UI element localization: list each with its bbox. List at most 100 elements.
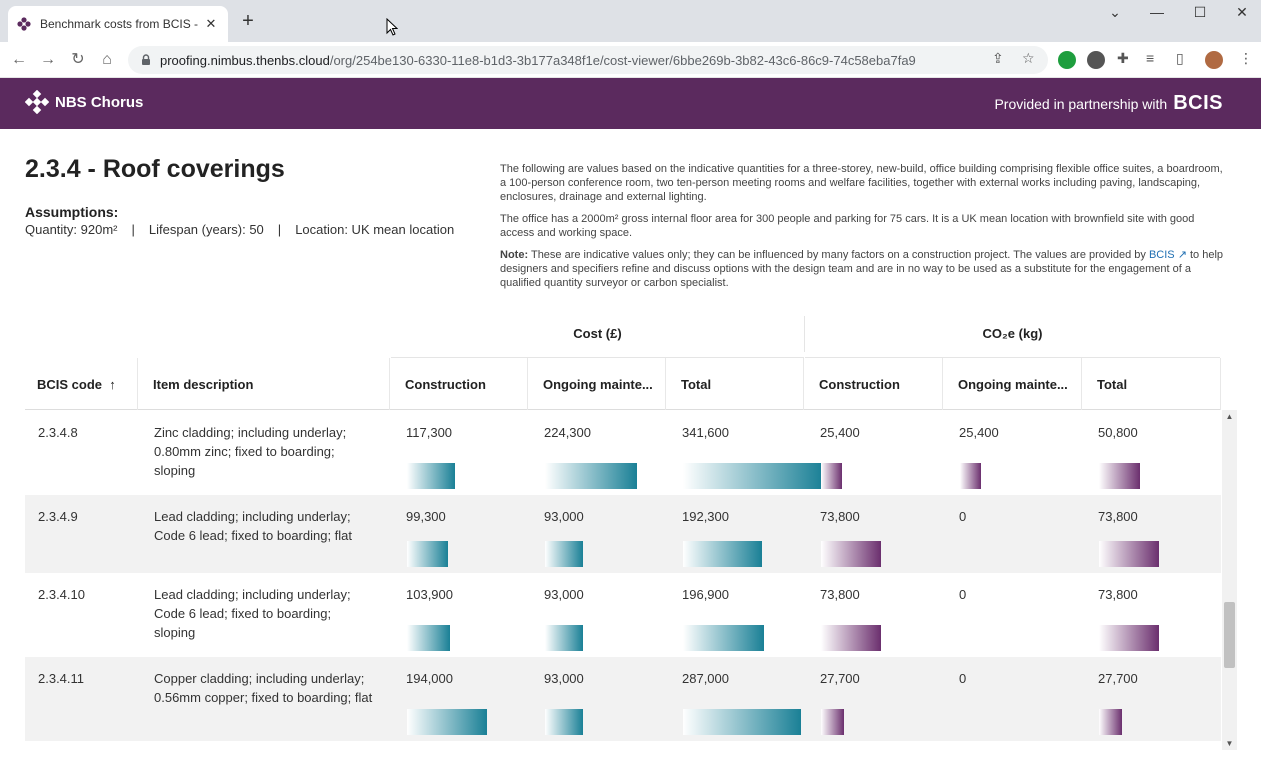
scroll-down-icon[interactable]: ▼: [1225, 739, 1234, 748]
column-header-co2-total[interactable]: Total: [1082, 358, 1221, 410]
table-row[interactable]: 2.3.4.8 Zinc cladding; including underlay…: [25, 411, 1221, 495]
cost-bar: [545, 541, 584, 567]
tab-title: Benchmark costs from BCIS - 2.3: [40, 17, 202, 31]
info-panel: The following are values based on the in…: [500, 162, 1230, 298]
column-header-cost-ongoing[interactable]: Ongoing mainte...: [528, 358, 666, 410]
side-panel-icon[interactable]: ▯: [1176, 50, 1184, 66]
url-path: /org/254be130-6330-11e8-b1d3-3b177a348f1…: [329, 52, 916, 68]
reading-list-icon[interactable]: ≡: [1146, 50, 1155, 66]
extension-gray-icon[interactable]: [1087, 51, 1105, 69]
tab-close-icon[interactable]: ✕: [205, 16, 217, 31]
co2-bar: [1099, 541, 1159, 567]
assumptions-title: Assumptions:: [25, 204, 119, 220]
nbs-logo-icon: [25, 90, 49, 114]
cell-c_tot: 341,600: [682, 425, 729, 440]
cell-c_tot: 192,300: [682, 509, 729, 524]
cell-code: 2.3.4.10: [38, 587, 85, 602]
browser-menu-icon[interactable]: ⋮: [1239, 50, 1253, 66]
cell-code: 2.3.4.8: [38, 425, 78, 440]
cell-c_ong: 93,000: [544, 509, 584, 524]
share-icon[interactable]: ⇪: [992, 50, 1004, 66]
extension-green-icon[interactable]: [1058, 51, 1076, 69]
column-header-bcis-code[interactable]: BCIS code ↑: [25, 358, 138, 410]
cell-desc: Lead cladding; including underlay; Code …: [154, 587, 351, 640]
cost-bar: [407, 541, 448, 567]
group-header-cost: Cost (£): [391, 310, 804, 358]
cell-desc: Zinc cladding; including underlay; 0.80m…: [154, 425, 347, 478]
column-header-cost-total[interactable]: Total: [666, 358, 804, 410]
note-label: Note:: [500, 249, 529, 261]
reload-icon[interactable]: ↻: [71, 51, 85, 68]
nbs-brand[interactable]: NBS Chorus: [25, 90, 143, 114]
cost-bar: [407, 463, 456, 489]
cell-c_tot: 287,000: [682, 671, 729, 686]
table-row[interactable]: 2.3.4.9 Lead cladding; including underlay…: [25, 495, 1221, 573]
cell-c_con: 117,300: [406, 425, 453, 440]
lock-icon: [142, 54, 150, 65]
table-body: 2.3.4.8 Zinc cladding; including underlay…: [25, 411, 1221, 750]
scroll-up-icon[interactable]: ▲: [1225, 412, 1234, 421]
cost-bar: [683, 463, 823, 489]
nbs-favicon-icon: [16, 16, 32, 32]
scrollbar-thumb[interactable]: [1224, 602, 1235, 668]
cost-bar: [407, 625, 450, 651]
tab-search-icon[interactable]: ⌄: [1109, 4, 1121, 20]
note-text: These are indicative values only; they c…: [530, 249, 1146, 261]
profile-avatar[interactable]: [1205, 51, 1223, 69]
table-row[interactable]: 2.3.4.10 Lead cladding; including underla…: [25, 573, 1221, 657]
mouse-cursor-icon: [386, 18, 398, 36]
bcis-link[interactable]: BCIS: [1148, 249, 1175, 261]
forward-icon[interactable]: →: [40, 51, 56, 68]
table-row[interactable]: 2.3.4.11 Copper cladding; including under…: [25, 657, 1221, 741]
cell-desc: Copper cladding; including underlay; 0.5…: [154, 671, 373, 705]
separator: |: [277, 222, 282, 237]
table-scrollbar[interactable]: ▲ ▼: [1222, 410, 1237, 750]
cell-c_con: 103,900: [406, 587, 453, 602]
cell-c_ong: 224,300: [544, 425, 591, 440]
maximize-icon[interactable]: ☐: [1193, 4, 1207, 20]
cell-c_tot: 196,900: [682, 587, 729, 602]
minimize-icon[interactable]: —: [1150, 4, 1164, 20]
cost-table: Cost (£) CO₂e (kg) BCIS code ↑ Item desc…: [25, 310, 1237, 750]
address-bar[interactable]: proofing.nimbus.thenbs.cloud/org/254be13…: [128, 46, 1048, 74]
cell-e_ong: 0: [959, 671, 967, 686]
table-row[interactable]: 2.3.4.12Copper cladding; including201,60…: [25, 741, 1221, 750]
extensions-puzzle-icon[interactable]: ✚: [1117, 50, 1129, 66]
column-header-item-description[interactable]: Item description: [138, 358, 390, 410]
co2-bar: [1099, 709, 1122, 735]
browser-tab-bar: Benchmark costs from BCIS - 2.3 ✕ + ⌄ — …: [0, 0, 1261, 42]
column-header-cost-construction[interactable]: Construction: [390, 358, 528, 410]
cell-e_ong: 25,400: [959, 425, 999, 440]
bcis-logo: BCIS: [1173, 92, 1223, 114]
back-icon[interactable]: ←: [11, 51, 27, 68]
close-window-icon[interactable]: ✕: [1236, 4, 1248, 20]
co2-bar: [821, 625, 881, 651]
partner-text: Provided in partnership with: [994, 95, 1168, 112]
cell-e_con: 73,800: [820, 587, 860, 602]
external-link-icon[interactable]: ↗: [1174, 249, 1187, 261]
sort-ascending-icon[interactable]: ↑: [109, 376, 116, 392]
cell-c_con: 99,300: [406, 509, 446, 524]
column-header-co2-ongoing[interactable]: Ongoing mainte...: [943, 358, 1082, 410]
column-header-row: BCIS code ↑ Item description Constructio…: [25, 358, 1221, 410]
co2-bar: [821, 541, 881, 567]
info-paragraph-2: The office has a 2000m² gross internal f…: [500, 213, 1195, 239]
assumption-quantity: Quantity: 920m²: [25, 222, 118, 237]
new-tab-button[interactable]: +: [242, 10, 254, 32]
app-header: NBS Chorus Provided in partnership with …: [0, 78, 1261, 129]
info-paragraph-1: The following are values based on the in…: [500, 163, 1223, 203]
home-icon[interactable]: ⌂: [102, 51, 112, 68]
co2-bar: [821, 463, 842, 489]
bookmark-star-icon[interactable]: ☆: [1022, 50, 1035, 66]
browser-tab[interactable]: Benchmark costs from BCIS - 2.3 ✕: [8, 6, 228, 42]
note-text-2: to help designers and specifiers refine …: [500, 249, 1224, 289]
cost-bar: [545, 709, 584, 735]
cell-e_con: 27,700: [820, 671, 860, 686]
cell-c_ong: 93,000: [544, 587, 584, 602]
info-note: Note: These are indicative values only; …: [500, 248, 1230, 290]
column-header-co2-construction[interactable]: Construction: [804, 358, 943, 410]
assumptions-line: Quantity: 920m² | Lifespan (years): 50 | Loc…: [25, 222, 454, 237]
brand-name: NBS Chorus: [55, 93, 144, 111]
group-divider: [804, 316, 805, 352]
cell-e_ong: 0: [959, 587, 967, 602]
